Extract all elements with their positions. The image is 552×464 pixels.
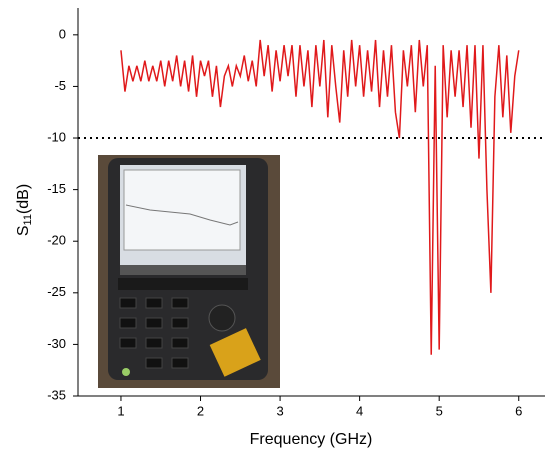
x-tick-label: 2 xyxy=(197,403,204,418)
data-line xyxy=(120,39,520,355)
x-axis-label: Frequency (GHz) xyxy=(250,431,373,448)
y-tick-label: -30 xyxy=(47,336,66,351)
x-tick-label: 1 xyxy=(117,403,124,418)
y-axis-label: S11(dB) xyxy=(15,184,34,236)
x-tick-label: 4 xyxy=(356,403,363,418)
x-tick-label: 5 xyxy=(436,403,443,418)
y-tick-label: 0 xyxy=(59,26,66,41)
x-tick-label: 3 xyxy=(276,403,283,418)
y-tick-label: -15 xyxy=(47,181,66,196)
y-tick-label: -5 xyxy=(54,78,66,93)
x-tick-label: 6 xyxy=(515,403,522,418)
y-tick-label: -10 xyxy=(47,129,66,144)
y-tick-label: -35 xyxy=(47,387,66,402)
y-tick-label: -25 xyxy=(47,284,66,299)
y-label-unit: (dB) xyxy=(15,184,32,214)
y-label-sub: 11 xyxy=(22,214,34,225)
axes xyxy=(77,8,545,397)
inset-photo xyxy=(98,155,280,388)
y-tick-label: -20 xyxy=(47,233,66,248)
y-label-main: S xyxy=(15,225,32,236)
